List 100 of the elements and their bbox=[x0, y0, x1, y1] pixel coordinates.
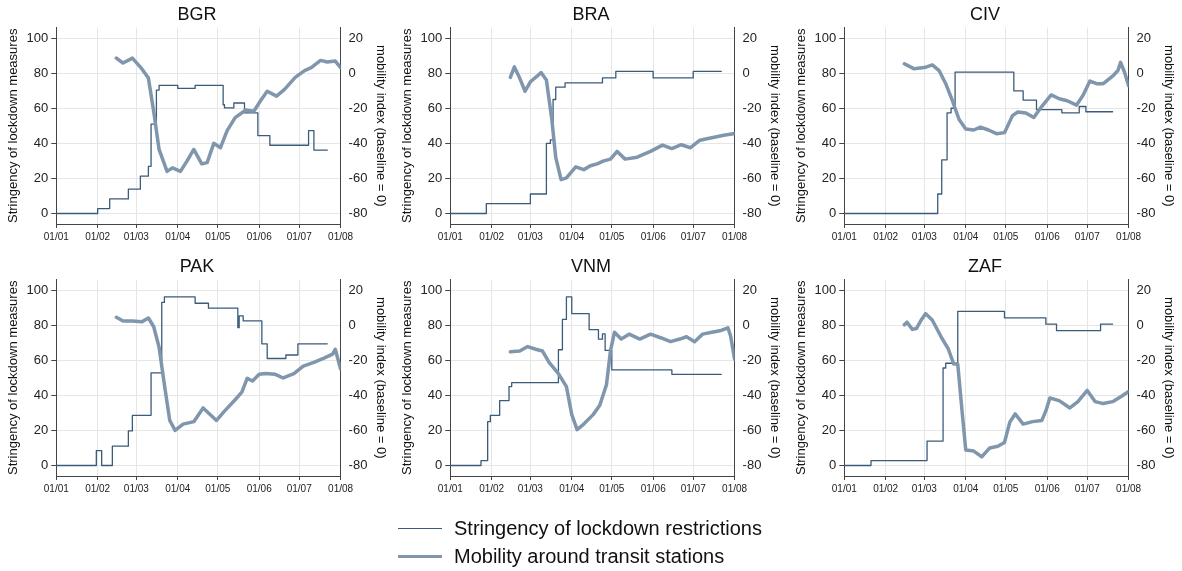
y2-tick-label: -60 bbox=[742, 169, 762, 185]
y2-tick-label: 20 bbox=[742, 29, 758, 45]
x-tick-label: 01/03 bbox=[517, 482, 544, 494]
y2-tick-label: -80 bbox=[1136, 457, 1156, 473]
chart-title: ZAF bbox=[968, 255, 1002, 276]
x-tick-label: 01/05 bbox=[599, 230, 625, 242]
y2-tick-label: -60 bbox=[1136, 421, 1156, 437]
y-tick-label: 0 bbox=[829, 205, 837, 221]
x-tick-label: 01/08 bbox=[328, 482, 354, 494]
y-axis-title: Stringency of lockdown measures bbox=[5, 28, 21, 223]
x-tick-label: 01/05 bbox=[205, 482, 231, 494]
y-tick-label: 100 bbox=[26, 281, 49, 297]
y-tick-label: 60 bbox=[821, 99, 837, 115]
y2-tick-label: -20 bbox=[348, 351, 368, 367]
x-tick-label: 01/08 bbox=[722, 482, 748, 494]
y-tick-label: 60 bbox=[33, 99, 49, 115]
y-tick-label: 40 bbox=[427, 134, 443, 150]
y-tick-label: 60 bbox=[33, 351, 49, 367]
chart-title: PAK bbox=[179, 255, 215, 276]
x-tick-label: 01/07 bbox=[1074, 482, 1101, 494]
y-tick-label: 60 bbox=[821, 351, 837, 367]
x-tick-label: 01/02 bbox=[85, 230, 111, 242]
y2-tick-label: -20 bbox=[348, 99, 368, 115]
x-tick-label: 01/06 bbox=[246, 482, 273, 494]
y2-tick-label: -60 bbox=[348, 169, 368, 185]
x-tick-label: 01/04 bbox=[165, 230, 191, 242]
x-tick-label: 01/03 bbox=[517, 230, 544, 242]
x-tick-label: 01/03 bbox=[911, 230, 938, 242]
y-tick-label: 20 bbox=[427, 421, 443, 437]
y2-axis-title: mobility index (baseline = 0) bbox=[1161, 297, 1177, 459]
x-tick-label: 01/03 bbox=[123, 230, 150, 242]
x-tick-label: 01/08 bbox=[722, 230, 748, 242]
x-tick-label: 01/05 bbox=[599, 482, 625, 494]
y2-tick-label: -20 bbox=[1136, 351, 1156, 367]
y2-tick-label: -40 bbox=[1136, 386, 1156, 402]
y2-tick-label: -40 bbox=[348, 134, 368, 150]
x-tick-label: 01/07 bbox=[680, 482, 707, 494]
y2-tick-label: 20 bbox=[1136, 281, 1152, 297]
chart-title: BGR bbox=[177, 3, 217, 24]
y2-tick-label: -60 bbox=[1136, 169, 1156, 185]
x-tick-label: 01/01 bbox=[831, 482, 858, 494]
y-tick-label: 40 bbox=[427, 386, 443, 402]
y2-tick-label: -40 bbox=[348, 386, 368, 402]
y-tick-label: 60 bbox=[427, 99, 443, 115]
y-tick-label: 20 bbox=[821, 169, 837, 185]
y-tick-label: 0 bbox=[829, 457, 837, 473]
x-tick-label: 01/01 bbox=[437, 482, 464, 494]
x-tick-label: 01/02 bbox=[85, 482, 111, 494]
y-tick-label: 100 bbox=[420, 29, 443, 45]
y2-tick-label: -40 bbox=[742, 386, 762, 402]
y2-tick-label: 20 bbox=[742, 281, 758, 297]
x-tick-label: 01/03 bbox=[911, 482, 938, 494]
y-tick-label: 0 bbox=[41, 205, 49, 221]
x-tick-label: 01/02 bbox=[479, 482, 505, 494]
y-axis-title: Stringency of lockdown measures bbox=[399, 280, 415, 475]
y2-tick-label: -80 bbox=[348, 205, 368, 221]
y2-axis-title: mobility index (baseline = 0) bbox=[373, 297, 389, 459]
y-tick-label: 20 bbox=[821, 421, 837, 437]
y2-tick-label: -60 bbox=[348, 421, 368, 437]
y-axis-title: Stringency of lockdown measures bbox=[793, 280, 809, 475]
y-axis-title: Stringency of lockdown measures bbox=[793, 28, 809, 223]
y-tick-label: 100 bbox=[420, 281, 443, 297]
y-tick-label: 0 bbox=[435, 457, 443, 473]
y2-tick-label: -20 bbox=[742, 99, 762, 115]
y2-tick-label: 20 bbox=[1136, 29, 1152, 45]
x-tick-label: 01/04 bbox=[953, 482, 979, 494]
x-tick-label: 01/06 bbox=[1034, 230, 1061, 242]
y-tick-label: 80 bbox=[821, 64, 837, 80]
x-tick-label: 01/01 bbox=[43, 482, 70, 494]
y-tick-label: 80 bbox=[427, 316, 443, 332]
y-tick-label: 100 bbox=[26, 29, 49, 45]
x-tick-label: 01/02 bbox=[873, 230, 899, 242]
y2-tick-label: 0 bbox=[348, 316, 356, 332]
x-tick-label: 01/04 bbox=[165, 482, 191, 494]
y-axis-title: Stringency of lockdown measures bbox=[5, 280, 21, 475]
y-tick-label: 100 bbox=[814, 281, 837, 297]
x-tick-label: 01/01 bbox=[831, 230, 858, 242]
y2-axis-title: mobility index (baseline = 0) bbox=[1161, 45, 1177, 207]
y-tick-label: 20 bbox=[33, 421, 49, 437]
y2-tick-label: 0 bbox=[742, 316, 750, 332]
x-tick-label: 01/07 bbox=[680, 230, 707, 242]
y2-tick-label: 0 bbox=[1136, 64, 1144, 80]
x-tick-label: 01/08 bbox=[328, 230, 354, 242]
x-tick-label: 01/02 bbox=[479, 230, 505, 242]
x-tick-label: 01/05 bbox=[993, 230, 1019, 242]
y-tick-label: 80 bbox=[821, 316, 837, 332]
y2-tick-label: -20 bbox=[1136, 99, 1156, 115]
y2-tick-label: -40 bbox=[1136, 134, 1156, 150]
x-tick-label: 01/06 bbox=[1034, 482, 1061, 494]
x-tick-label: 01/07 bbox=[286, 230, 313, 242]
y2-tick-label: -80 bbox=[742, 457, 762, 473]
x-tick-label: 01/07 bbox=[1074, 230, 1101, 242]
y2-tick-label: -80 bbox=[742, 205, 762, 221]
chart-title: VNM bbox=[571, 255, 611, 276]
x-tick-label: 01/07 bbox=[286, 482, 313, 494]
y-tick-label: 0 bbox=[41, 457, 49, 473]
y-tick-label: 80 bbox=[427, 64, 443, 80]
y2-tick-label: -80 bbox=[348, 457, 368, 473]
y2-tick-label: 0 bbox=[348, 64, 356, 80]
y-tick-label: 40 bbox=[821, 134, 837, 150]
